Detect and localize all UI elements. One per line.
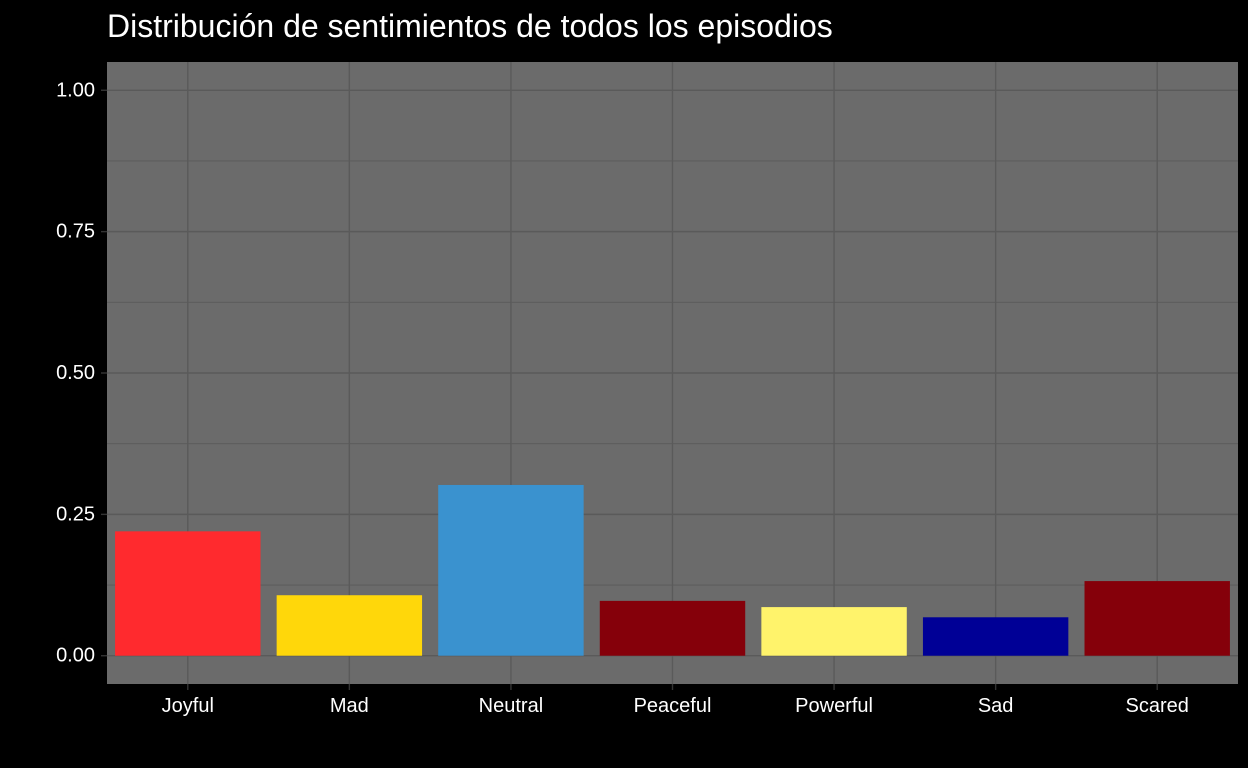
bar-mad: [276, 595, 423, 656]
y-tick-label: 0.75: [56, 221, 95, 243]
x-tick-label: Powerful: [795, 695, 873, 717]
bar-neutral: [438, 484, 584, 656]
bar-sad: [922, 617, 1069, 656]
x-tick-label: Mad: [330, 695, 369, 717]
bar-peaceful: [599, 600, 746, 656]
x-tick-label: Sad: [978, 695, 1014, 717]
y-tick-label: 0.50: [56, 362, 95, 384]
x-tick-label: Peaceful: [634, 695, 712, 717]
chart-title: Distribución de sentimientos de todos lo…: [107, 8, 833, 44]
bar-joyful: [115, 531, 261, 656]
y-tick-label: 1.00: [56, 79, 95, 101]
y-tick-label: 0.00: [56, 645, 95, 667]
x-tick-label: Scared: [1126, 695, 1189, 717]
y-tick-label: 0.25: [56, 503, 95, 525]
x-tick-label: Neutral: [479, 695, 543, 717]
bar-scared: [1084, 581, 1230, 656]
bar-powerful: [761, 607, 907, 656]
x-tick-label: Joyful: [162, 695, 214, 717]
